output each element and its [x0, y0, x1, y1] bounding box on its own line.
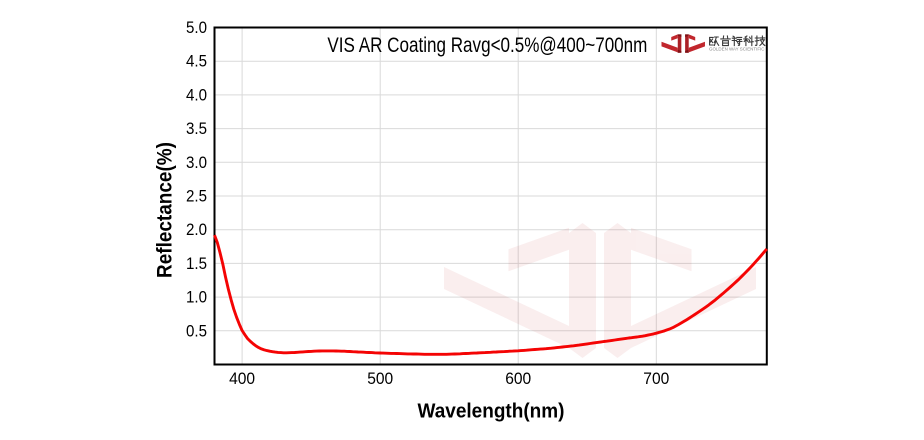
- svg-text:4.5: 4.5: [186, 53, 207, 71]
- svg-text:2.5: 2.5: [186, 188, 207, 206]
- svg-text:0.5: 0.5: [186, 322, 207, 340]
- svg-text:600: 600: [505, 370, 531, 388]
- svg-text:400: 400: [229, 370, 255, 388]
- svg-text:Reflectance(%): Reflectance(%): [154, 142, 177, 278]
- svg-text:1.5: 1.5: [186, 255, 207, 273]
- svg-text:GOLDEN WAY SCIENTIFIC: GOLDEN WAY SCIENTIFIC: [709, 46, 765, 51]
- svg-text:2.0: 2.0: [186, 221, 207, 239]
- svg-text:500: 500: [367, 370, 393, 388]
- svg-text:4.0: 4.0: [186, 86, 207, 104]
- svg-text:700: 700: [643, 370, 669, 388]
- svg-text:VIS AR Coating Ravg<0.5%@400~7: VIS AR Coating Ravg<0.5%@400~700nm: [327, 34, 647, 57]
- svg-text:1.0: 1.0: [186, 289, 207, 307]
- svg-text:3.5: 3.5: [186, 120, 207, 138]
- svg-text:5.0: 5.0: [186, 19, 207, 37]
- svg-text:Wavelength(nm): Wavelength(nm): [418, 401, 565, 423]
- svg-text:3.0: 3.0: [186, 154, 207, 172]
